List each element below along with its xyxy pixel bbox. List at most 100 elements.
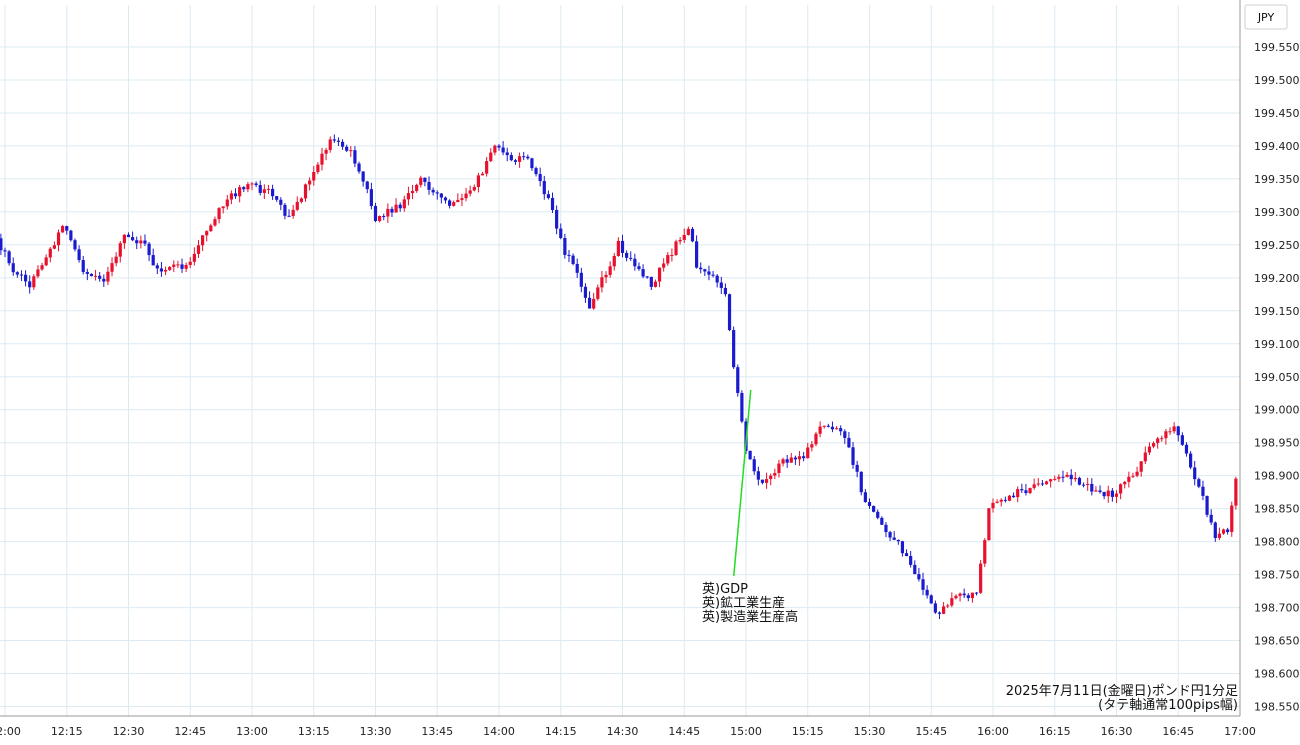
candle-up (773, 468, 777, 480)
candle-up (172, 260, 176, 273)
candle-down (571, 253, 575, 266)
candle-down (711, 270, 715, 278)
candle-body (176, 264, 180, 266)
candle-up (1143, 446, 1147, 464)
candle-body (793, 457, 797, 460)
candle-body (209, 225, 213, 232)
candle-body (834, 428, 839, 430)
candle-up (308, 177, 312, 191)
candle-body (423, 177, 427, 182)
candle-body (995, 501, 999, 503)
candle-body (89, 273, 94, 277)
candle-down (1024, 484, 1028, 496)
candle-down (135, 236, 139, 250)
candle-up (1127, 471, 1131, 488)
candle-body (11, 263, 15, 273)
candle-body (1168, 431, 1172, 433)
candle-down (180, 258, 184, 273)
currency-box: JPY (1244, 4, 1288, 30)
price-tick-label: 199.400 (1254, 140, 1300, 153)
candle-down (353, 146, 357, 168)
time-tick-label: 15:15 (792, 725, 824, 738)
candle-up (1032, 478, 1036, 490)
candle-down (287, 209, 291, 217)
candle-up (991, 498, 995, 513)
candle-body (830, 426, 835, 430)
candle-body (19, 274, 24, 276)
candle-body (168, 266, 172, 270)
candle-down (567, 250, 571, 263)
candle-down (336, 137, 341, 147)
candle-down (1189, 451, 1193, 470)
candle-down (431, 187, 435, 196)
candle-up (834, 426, 839, 430)
candle-body (1020, 489, 1024, 491)
candle-up (995, 499, 999, 504)
candle-body (1197, 479, 1201, 487)
candle-body (727, 294, 732, 331)
candle-up (1057, 474, 1061, 482)
candle-body (690, 228, 695, 242)
candle-body (192, 253, 196, 262)
candle-up (674, 239, 678, 257)
candle-body (394, 204, 398, 213)
candle-body (666, 255, 670, 264)
candle-down (579, 267, 583, 293)
candle-up (662, 258, 666, 272)
candle-down (637, 262, 641, 271)
candle-up (612, 252, 616, 271)
candle-body (715, 275, 719, 283)
candle-body (485, 161, 489, 174)
candle-body (1193, 467, 1197, 480)
candle-down (435, 190, 439, 200)
candle-up (1094, 486, 1098, 492)
candle-body (295, 201, 299, 210)
candle-body (974, 592, 979, 594)
candle-body (855, 464, 859, 472)
candle-body (542, 181, 546, 195)
candle-down (382, 213, 386, 221)
candle-down (929, 594, 933, 604)
candle-body (1189, 453, 1193, 468)
candle-body (56, 232, 61, 246)
candle-up (954, 594, 958, 600)
candle-body (785, 459, 789, 463)
candle-up (36, 265, 40, 279)
candle-down (279, 197, 283, 211)
candle-body (201, 235, 205, 246)
candle-body (439, 193, 443, 198)
candle-down (501, 141, 505, 156)
candle-body (740, 392, 744, 422)
candle-up (1007, 494, 1012, 502)
candle-down (892, 531, 896, 541)
candle-body (517, 156, 522, 162)
candle-body (266, 188, 271, 190)
candle-up (303, 183, 308, 202)
candle-body (526, 156, 530, 159)
candle-down (443, 196, 448, 204)
price-tick-label: 198.550 (1254, 701, 1300, 714)
candle-up (1123, 480, 1127, 489)
candle-down (962, 588, 966, 599)
time-tick-label: 16:15 (1039, 725, 1071, 738)
candle-down (620, 234, 625, 258)
candle-body (773, 473, 777, 476)
candle-body (1073, 477, 1077, 480)
candle-body (909, 556, 913, 565)
candle-up (1230, 501, 1234, 537)
candle-up (489, 148, 493, 163)
candle-body (657, 267, 662, 282)
candle-body (242, 187, 246, 190)
candle-body (789, 457, 793, 463)
candle-body (966, 595, 970, 599)
candle-down (448, 199, 452, 209)
candle-body (131, 237, 135, 241)
candle-down (3, 247, 7, 258)
candle-down (77, 245, 81, 263)
candle-up (262, 184, 266, 199)
candle-up (1119, 483, 1123, 500)
candle-down (583, 283, 588, 303)
candle-body (802, 456, 806, 459)
candle-body (851, 447, 855, 465)
candle-body (723, 287, 728, 295)
